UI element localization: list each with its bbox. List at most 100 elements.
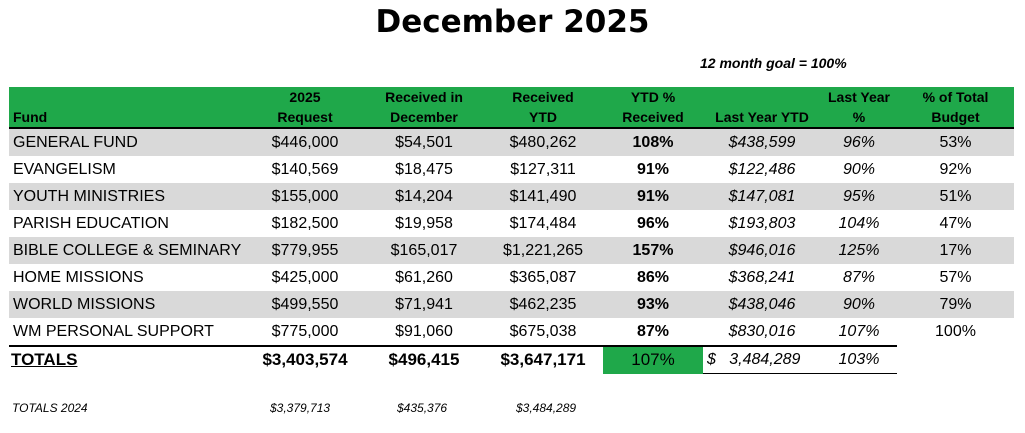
pct-budget-cell: 53% xyxy=(897,128,1014,156)
header-last-year-pct-line2: % xyxy=(821,107,897,129)
ytd-pct-cell: 91% xyxy=(603,183,703,210)
fund-name: HOME MISSIONS xyxy=(13,268,144,286)
totals-received-month: $496,415 xyxy=(365,345,483,374)
page-title: December 2025 xyxy=(375,4,650,40)
header-row-2: Fund Request December YTD Received Last … xyxy=(9,107,1014,129)
ytd-pct-cell: 157% xyxy=(603,237,703,264)
last-year-ytd-cell: $830,016 xyxy=(728,322,796,340)
totals-received-ytd: $3,647,171 xyxy=(483,345,603,374)
fund-name: EVANGELISM xyxy=(13,160,116,178)
ytd-pct-cell: 93% xyxy=(603,291,703,318)
last-year-ytd-cell: $438,599 xyxy=(703,128,821,156)
ytd-pct-cell: 87% xyxy=(636,322,670,340)
header-last-year-ytd-blank xyxy=(703,87,821,107)
last-year-pct-cell: 90% xyxy=(821,291,897,318)
pct-budget-cell: 79% xyxy=(897,291,1014,318)
header-ytd-pct-line2: Received xyxy=(603,107,703,129)
header-pct-budget-line2: Budget xyxy=(897,107,1014,129)
received-month-cell: $165,017 xyxy=(365,237,483,264)
last-year-ytd-cell: $946,016 xyxy=(703,237,821,264)
fund-name: PARISH EDUCATION xyxy=(13,214,169,232)
last-year-pct-cell: 104% xyxy=(838,214,880,232)
totals-label: TOTALS xyxy=(9,345,245,374)
last-year-ytd-cell: $147,081 xyxy=(703,183,821,210)
header-received-ytd-line1: Received xyxy=(483,87,603,107)
header-last-year-ytd: Last Year YTD xyxy=(703,107,821,129)
header-pct-budget-line1: % of Total xyxy=(897,87,1014,107)
table-row: HOME MISSIONS $425,000 $61,260 $365,087 … xyxy=(9,264,1014,291)
pct-budget-cell: 47% xyxy=(939,214,972,232)
totals-row: TOTALS $3,403,574 $496,415 $3,647,171 10… xyxy=(9,345,1014,374)
received-ytd-cell: $127,311 xyxy=(510,160,576,178)
pct-budget-cell: 92% xyxy=(939,160,972,178)
header-received-month-line2: December xyxy=(365,107,483,129)
table-row: EVANGELISM $140,569 $18,475 $127,311 91%… xyxy=(9,156,1014,183)
ytd-pct-cell: 86% xyxy=(636,268,670,286)
received-ytd-cell: $675,038 xyxy=(509,322,577,340)
last-year-pct-cell: 125% xyxy=(821,237,897,264)
header-request-line1: 2025 xyxy=(245,87,365,107)
received-ytd-cell: $365,087 xyxy=(509,268,577,286)
request-cell: $425,000 xyxy=(271,268,339,286)
table-row: PARISH EDUCATION $182,500 $19,958 $174,4… xyxy=(9,210,1014,237)
header-row-1: 2025 Received in Received YTD % Last Yea… xyxy=(9,87,1014,107)
received-month-cell: $71,941 xyxy=(365,291,483,318)
last-year-pct-cell: 107% xyxy=(838,322,880,340)
table-row: WORLD MISSIONS $499,550 $71,941 $462,235… xyxy=(9,291,1014,318)
received-month-cell: $14,204 xyxy=(365,183,483,210)
totals-2024-received-month: $435,376 xyxy=(397,401,448,415)
pct-budget-cell: 100% xyxy=(935,323,976,340)
table-row: GENERAL FUND $446,000 $54,501 $480,262 1… xyxy=(9,128,1014,156)
fund-name: GENERAL FUND xyxy=(9,128,245,156)
request-cell: $446,000 xyxy=(245,128,365,156)
received-ytd-cell: $174,484 xyxy=(509,214,577,232)
request-cell: $155,000 xyxy=(245,183,365,210)
fund-name: WORLD MISSIONS xyxy=(9,291,245,318)
funds-table: 2025 Received in Received YTD % Last Yea… xyxy=(9,87,1014,374)
received-ytd-cell: $462,235 xyxy=(483,291,603,318)
last-year-ytd-cell: $122,486 xyxy=(728,160,796,178)
received-ytd-cell: $480,262 xyxy=(483,128,603,156)
table-row: WM PERSONAL SUPPORT $775,000 $91,060 $67… xyxy=(9,318,1014,346)
header-ytd-pct-line1: YTD % xyxy=(603,87,703,107)
totals-last-year-ytd-value: $ 3,484,289 xyxy=(707,351,801,368)
header-last-year-pct-line1: Last Year xyxy=(821,87,897,107)
last-year-ytd-cell: $438,046 xyxy=(703,291,821,318)
request-cell: $182,500 xyxy=(271,214,339,232)
last-year-pct-cell: 95% xyxy=(821,183,897,210)
received-month-cell: $61,260 xyxy=(395,268,453,286)
table-row: YOUTH MINISTRIES $155,000 $14,204 $141,4… xyxy=(9,183,1014,210)
table-row: BIBLE COLLEGE & SEMINARY $779,955 $165,0… xyxy=(9,237,1014,264)
pct-budget-cell: 17% xyxy=(897,237,1014,264)
received-month-cell: $18,475 xyxy=(395,160,453,178)
last-year-ytd-cell: $368,241 xyxy=(728,268,796,286)
request-cell: $499,550 xyxy=(245,291,365,318)
last-year-pct-cell: 96% xyxy=(821,128,897,156)
last-year-pct-cell: 87% xyxy=(842,268,876,286)
ytd-pct-cell: 96% xyxy=(636,214,670,232)
totals-last-year-pct: 103% xyxy=(821,345,897,374)
totals-request: $3,403,574 xyxy=(245,345,365,374)
totals-pct-budget-blank xyxy=(897,346,1014,374)
request-cell: $775,000 xyxy=(271,322,339,340)
received-month-cell: $19,958 xyxy=(395,214,453,232)
request-cell: $140,569 xyxy=(271,160,339,178)
fund-name: BIBLE COLLEGE & SEMINARY xyxy=(9,237,245,264)
totals-2024-received-ytd: $3,484,289 xyxy=(516,401,577,415)
ytd-pct-cell: 108% xyxy=(603,128,703,156)
header-request-line2: Request xyxy=(245,107,365,129)
totals-2024-request: $3,379,713 xyxy=(270,401,331,415)
header-fund: Fund xyxy=(9,107,245,129)
ytd-pct-cell: 91% xyxy=(636,160,670,178)
last-year-pct-cell: 90% xyxy=(842,160,876,178)
totals-2024-label: TOTALS 2024 xyxy=(12,401,88,415)
last-year-ytd-cell: $193,803 xyxy=(728,214,796,232)
pct-budget-cell: 57% xyxy=(939,268,972,286)
received-month-cell: $54,501 xyxy=(365,128,483,156)
header-received-month-line1: Received in xyxy=(365,87,483,107)
fund-name: YOUTH MINISTRIES xyxy=(9,183,245,210)
pct-budget-cell: 51% xyxy=(897,183,1014,210)
totals-ytd-pct: 107% xyxy=(603,345,703,374)
header-received-ytd-line2: YTD xyxy=(483,107,603,129)
header-blank xyxy=(9,87,245,107)
